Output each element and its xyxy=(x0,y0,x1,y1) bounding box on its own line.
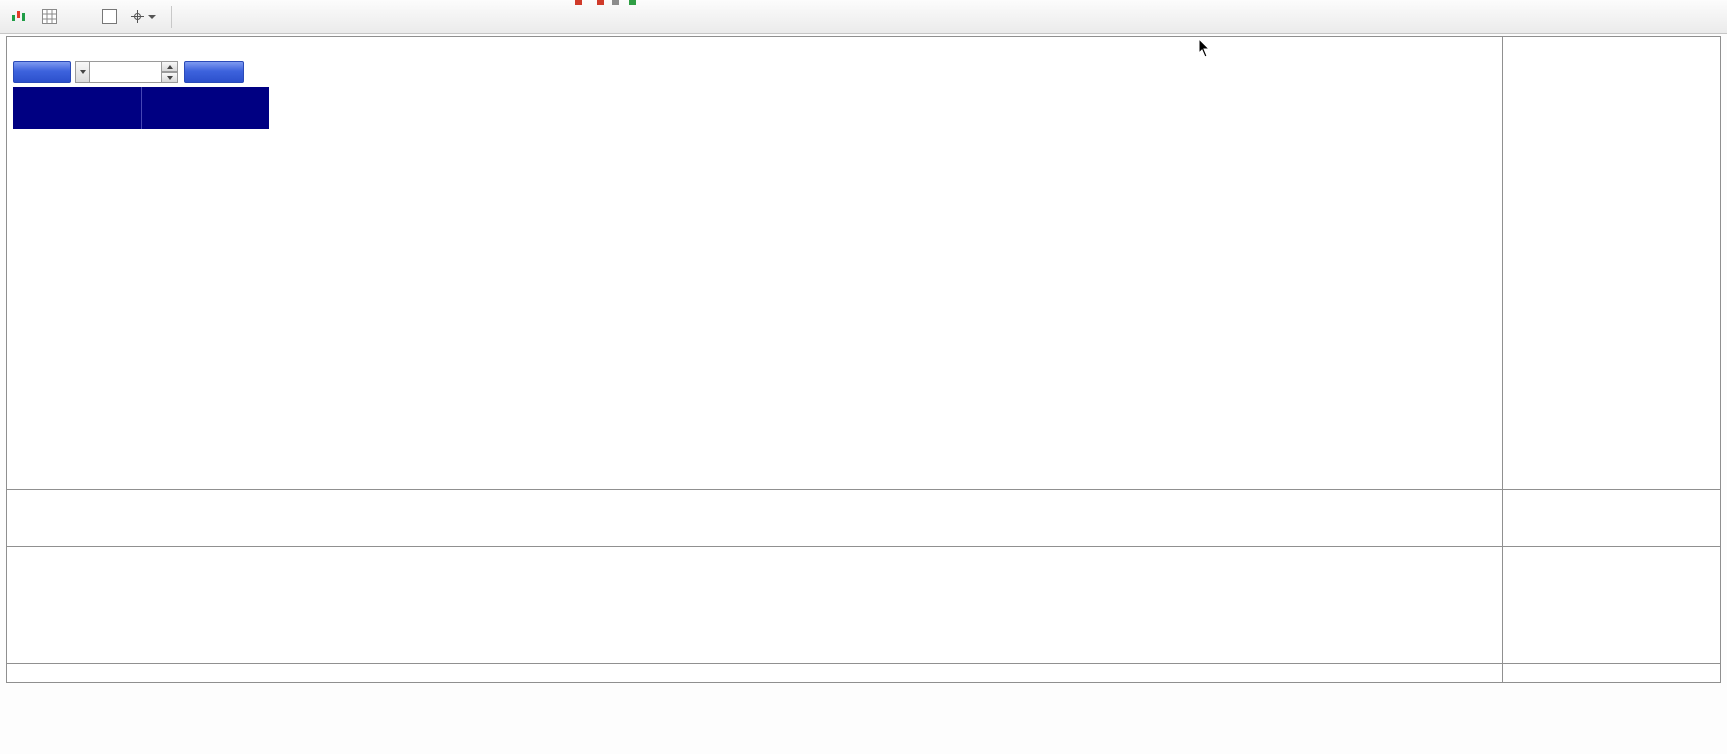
chart-profiles-icon[interactable] xyxy=(36,5,62,29)
mini-bars-glyph xyxy=(11,11,25,21)
volume-input[interactable] xyxy=(90,61,162,83)
clipped-toolbar-icon xyxy=(612,0,619,5)
volume-spinner xyxy=(162,61,178,83)
sell-button[interactable] xyxy=(13,61,71,83)
clipped-toolbar-icon xyxy=(597,0,604,5)
volume-down-button[interactable] xyxy=(162,72,178,83)
bid-price xyxy=(13,87,141,129)
text-label-icon[interactable] xyxy=(96,5,122,29)
clipped-toolbar-icon xyxy=(575,0,582,5)
ask-price xyxy=(140,87,270,129)
chevron-down-icon xyxy=(148,14,156,19)
rsi-panel-splitter[interactable] xyxy=(7,546,1720,547)
crosshair-tool-icon[interactable] xyxy=(126,5,160,29)
bid-ask-display xyxy=(13,87,269,129)
macd-indicator-canvas[interactable] xyxy=(8,490,1502,546)
mouse-cursor-icon xyxy=(1198,39,1210,58)
trade-controls-row xyxy=(13,61,269,83)
buy-button[interactable] xyxy=(184,61,244,83)
insert-text-icon[interactable] xyxy=(66,5,92,29)
chart-window xyxy=(6,36,1721,683)
toolbar-separator xyxy=(171,5,172,28)
chevron-down-icon xyxy=(166,75,173,80)
rsi-indicator-canvas[interactable] xyxy=(8,547,1502,663)
time-axis-splitter xyxy=(7,663,1720,664)
volume-up-button[interactable] xyxy=(162,61,178,72)
price-axis-separator[interactable] xyxy=(1502,37,1503,683)
letter-t-glyph xyxy=(101,9,117,24)
macd-panel-splitter[interactable] xyxy=(7,489,1720,490)
crosshair-glyph xyxy=(131,10,144,23)
clipped-toolbar-icon xyxy=(629,0,636,5)
chevron-down-icon xyxy=(79,70,86,74)
volume-dropdown[interactable] xyxy=(75,61,90,83)
new-chart-icon[interactable] xyxy=(6,5,32,29)
chevron-up-icon xyxy=(166,64,173,69)
top-toolbar xyxy=(0,0,1727,34)
grid-glyph xyxy=(41,9,57,24)
price-chart-canvas[interactable] xyxy=(8,38,1502,489)
one-click-trade-panel xyxy=(13,61,269,129)
